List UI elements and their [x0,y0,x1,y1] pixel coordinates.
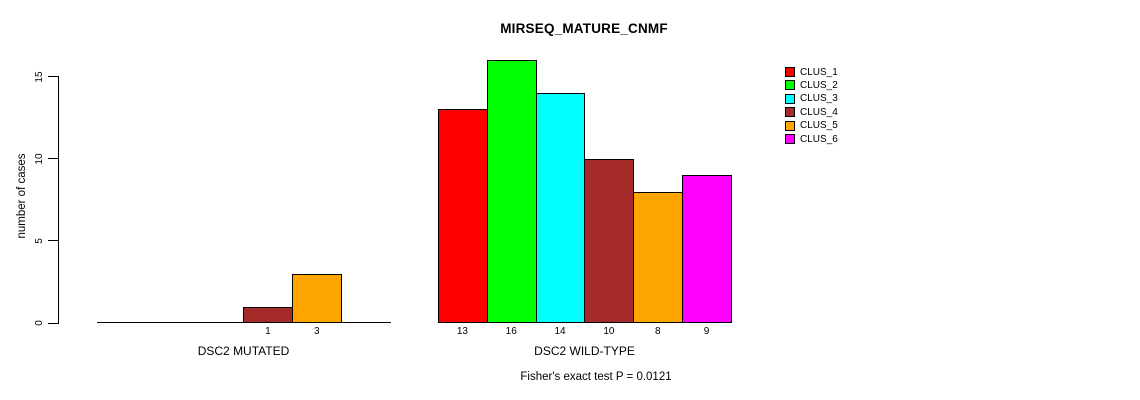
legend-item: CLUS_5 [785,120,838,132]
y-tick-mark [48,322,59,324]
group-label-mutated: DSC2 MUTATED [197,344,290,358]
bar-clus_1 [438,109,488,323]
legend-item-label: CLUS_2 [800,79,838,91]
legend-swatch-icon [785,120,795,131]
legend-item: CLUS_6 [785,133,838,145]
fisher-test-note: Fisher's exact test P = 0.0121 [520,371,672,383]
y-tick-label: 0 [33,320,44,326]
bar-value-label: 3 [313,326,320,337]
y-tick-mark [48,76,59,77]
bar-value-label: 1 [265,326,271,337]
y-axis-line [58,76,59,323]
legend-item-label: CLUS_5 [800,120,838,132]
bar-clus_2 [486,60,537,323]
y-tick-label: 15 [33,70,44,83]
bar-clus_5 [633,191,684,323]
bar-clus_5 [292,273,343,323]
legend-item: CLUS_2 [785,79,838,91]
legend-swatch-icon [785,134,795,144]
legend-swatch-icon [785,80,795,91]
legend-swatch-icon [785,107,795,118]
y-axis-label: number of cases [16,153,28,239]
bar-value-label: 13 [456,326,468,337]
bar-value-label: 10 [603,326,615,337]
y-tick-mark [48,158,59,160]
bar-value-label: 9 [703,326,710,337]
y-tick-mark [48,240,59,242]
bar-clus_4 [584,158,635,323]
bar-clus_6 [682,175,732,323]
chart-title: MIRSEQ_MATURE_CNMF [500,21,668,36]
y-tick-label: 5 [33,238,44,244]
bar-clus_3 [535,92,586,323]
y-tick-label: 10 [33,153,44,165]
bar-value-label: 8 [654,326,661,337]
legend: CLUS_1 CLUS_2 CLUS_3 CLUS_4 CLUS_5 CLUS_6 [785,66,905,156]
legend-item-label: CLUS_6 [800,133,838,145]
legend-swatch-icon [785,93,795,104]
legend-swatch-icon [785,67,795,77]
legend-item: CLUS_4 [785,106,838,118]
bar-value-label: 14 [554,326,566,337]
legend-item: CLUS_3 [785,93,838,105]
group-label-wild-type: DSC2 WILD-TYPE [534,344,635,358]
legend-item-label: CLUS_4 [800,106,838,118]
legend-item-label: CLUS_3 [800,93,838,105]
bar-clus_4 [243,306,294,323]
bar-value-label: 16 [505,326,517,337]
legend-item-label: CLUS_1 [800,66,838,78]
legend-item: CLUS_1 [785,66,838,78]
